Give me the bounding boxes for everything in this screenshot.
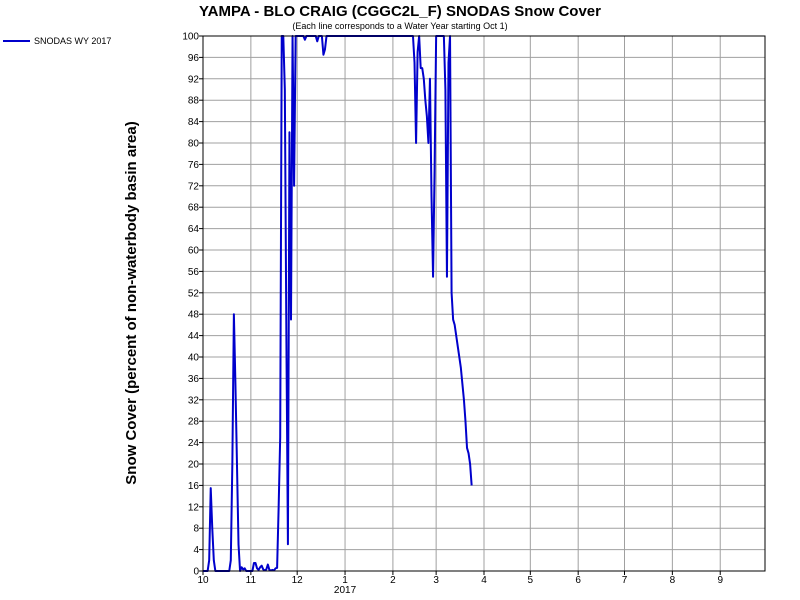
- x-tick-label: 10: [197, 575, 209, 586]
- y-tick-label: 100: [182, 32, 199, 43]
- y-axis: 0481216202428323640444852566064687276808…: [182, 32, 203, 578]
- y-tick-label: 56: [188, 267, 200, 278]
- legend: SNODAS WY 2017: [3, 36, 111, 46]
- y-tick-label: 0: [193, 567, 199, 578]
- y-axis-label: Snow Cover (percent of non-waterbody bas…: [123, 121, 140, 484]
- y-tick-label: 84: [188, 117, 200, 128]
- plot-frame: [202, 35, 766, 572]
- x-tick-label: 4: [481, 575, 487, 586]
- x-tick-label: 6: [575, 575, 581, 586]
- y-tick-label: 44: [188, 331, 200, 342]
- y-tick-label: 8: [193, 524, 199, 535]
- y-tick-label: 16: [188, 481, 200, 492]
- y-tick-label: 4: [193, 545, 199, 556]
- y-tick-label: 32: [188, 395, 200, 406]
- x-tick-label: 9: [717, 575, 723, 586]
- chart-subtitle: (Each line corresponds to a Water Year s…: [292, 21, 507, 31]
- y-tick-label: 88: [188, 96, 200, 107]
- y-tick-label: 72: [188, 181, 200, 192]
- x-tick-label: 3: [433, 575, 439, 586]
- x-tick-label: 12: [292, 575, 304, 586]
- y-tick-label: 52: [188, 288, 200, 299]
- y-tick-label: 20: [188, 460, 200, 471]
- x-tick-label: 8: [670, 575, 676, 586]
- y-tick-label: 36: [188, 374, 200, 385]
- y-tick-label: 80: [188, 139, 200, 150]
- y-tick-label: 92: [188, 74, 200, 85]
- y-tick-label: 68: [188, 203, 200, 214]
- y-tick-label: 96: [188, 53, 200, 64]
- y-tick-label: 28: [188, 417, 200, 428]
- y-tick-label: 24: [188, 438, 200, 449]
- x-tick-label: 2: [390, 575, 396, 586]
- y-tick-label: 48: [188, 310, 200, 321]
- y-tick-label: 60: [188, 246, 200, 257]
- x-year-label: 2017: [334, 585, 357, 596]
- chart-title: YAMPA - BLO CRAIG (CGGC2L_F) SNODAS Snow…: [199, 3, 601, 20]
- y-tick-label: 76: [188, 160, 200, 171]
- legend-entry-label: SNODAS WY 2017: [34, 36, 111, 46]
- y-tick-label: 12: [188, 502, 200, 513]
- y-tick-label: 40: [188, 353, 200, 364]
- y-tick-label: 64: [188, 224, 200, 235]
- x-tick-label: 5: [528, 575, 534, 586]
- x-tick-label: 7: [622, 575, 628, 586]
- x-tick-label: 11: [246, 575, 257, 586]
- x-tick-label: 1: [342, 575, 348, 586]
- grid: [202, 35, 765, 572]
